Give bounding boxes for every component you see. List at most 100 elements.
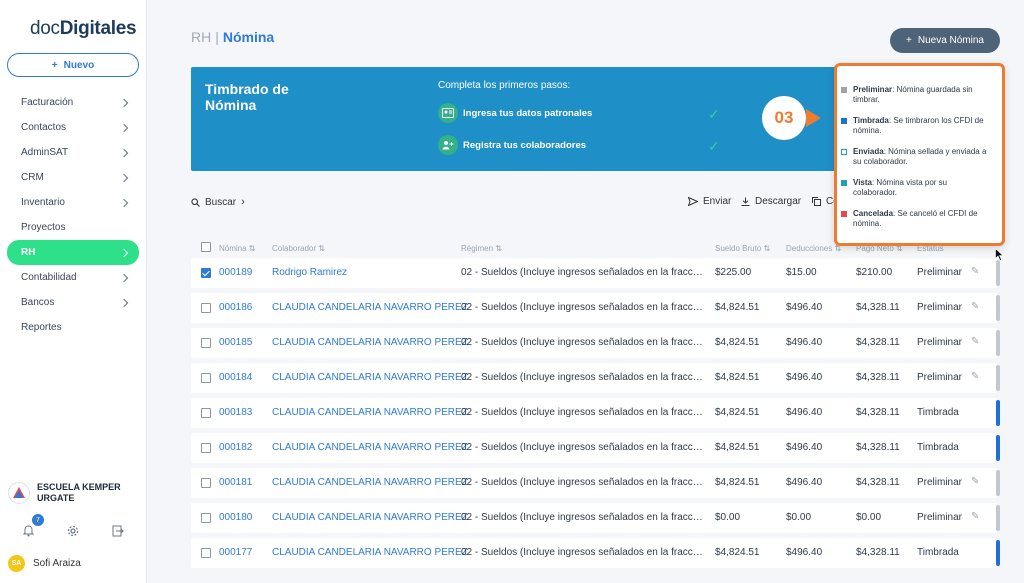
organization-switcher[interactable]: ESCUELA KEMPER URGATE <box>8 482 132 504</box>
breadcrumb-section[interactable]: RH <box>191 29 212 45</box>
employee-name-link[interactable]: CLAUDIA CANDELARIA NAVARRO PEREZ <box>272 372 468 383</box>
legend-vista: Vista: Nómina vista por su colaborador. <box>841 178 993 198</box>
row-checkbox[interactable] <box>201 338 211 348</box>
sidebar-item-reportes[interactable]: Reportes <box>21 322 62 333</box>
edit-icon[interactable]: ✎ <box>971 301 980 312</box>
row-checkbox[interactable] <box>201 548 211 558</box>
copy-button[interactable]: Co <box>812 196 839 207</box>
row-checkbox[interactable] <box>201 513 211 523</box>
regimen-cell: 02 - Sueldos (Incluye ingresos señalados… <box>461 407 705 418</box>
payroll-id-link[interactable]: 000181 <box>219 477 253 488</box>
employee-name-link[interactable]: CLAUDIA CANDELARIA NAVARRO PEREZ <box>272 477 468 488</box>
chevron-right-icon <box>119 98 129 107</box>
new-payroll-button[interactable]: + Nueva Nómina <box>890 28 1000 53</box>
legend-preliminar: Preliminar: Nómina guardada sin timbrar. <box>841 85 993 105</box>
sidebar-item-bancos[interactable]: Bancos <box>7 290 139 315</box>
new-button[interactable]: + Nuevo <box>7 53 139 77</box>
sidebar-item-adminsat[interactable]: AdminSAT <box>7 140 139 165</box>
id-card-icon <box>438 103 458 123</box>
status-cell: Timbrada <box>917 407 959 418</box>
column-header-pago-neto[interactable]: Pago Neto ⇅ <box>856 244 903 253</box>
table-row[interactable]: 000180 CLAUDIA CANDELARIA NAVARRO PEREZ 02… <box>191 503 1000 533</box>
download-button[interactable]: Descargar <box>741 196 801 207</box>
edit-icon[interactable]: ✎ <box>971 476 980 487</box>
sidebar-item-contactos[interactable]: Contactos <box>7 115 139 140</box>
employee-name-link[interactable]: CLAUDIA CANDELARIA NAVARRO PEREZ <box>272 407 468 418</box>
employee-name-link[interactable]: Rodrigo Ramirez <box>272 267 348 278</box>
sidebar-item-rh[interactable]: RH <box>7 240 139 265</box>
payroll-id-link[interactable]: 000186 <box>219 302 253 313</box>
tour-arrow <box>806 109 821 127</box>
payroll-id-link[interactable]: 000180 <box>219 512 253 523</box>
table-row[interactable]: 000181 CLAUDIA CANDELARIA NAVARRO PEREZ 02… <box>191 468 1000 498</box>
mouse-cursor-icon <box>995 247 1004 264</box>
table-header: Nómina ⇅ Colaborador ⇅ Régimen ⇅ Sueldo … <box>191 240 999 256</box>
row-checkbox[interactable] <box>201 303 211 313</box>
table-row[interactable]: 000182 CLAUDIA CANDELARIA NAVARRO PEREZ 02… <box>191 433 1000 463</box>
user-menu[interactable]: SA Sofi Araiza <box>8 555 81 572</box>
employee-name-link[interactable]: CLAUDIA CANDELARIA NAVARRO PEREZ <box>272 302 468 313</box>
column-header-colaborador[interactable]: Colaborador ⇅ <box>272 244 325 253</box>
table-row[interactable]: 000185 CLAUDIA CANDELARIA NAVARRO PEREZ 02… <box>191 328 1000 358</box>
employee-name-link[interactable]: CLAUDIA CANDELARIA NAVARRO PEREZ <box>272 337 468 348</box>
payroll-id-link[interactable]: 000185 <box>219 337 253 348</box>
row-checkbox[interactable] <box>201 478 211 488</box>
search-button[interactable]: Buscar › <box>191 196 245 208</box>
sidebar-item-crm[interactable]: CRM <box>7 165 139 190</box>
sidebar-item-proyectos[interactable]: Proyectos <box>21 222 66 233</box>
status-cell: Timbrada <box>917 442 959 453</box>
payroll-id-link[interactable]: 000183 <box>219 407 253 418</box>
gross-salary-cell: $4,824.51 <box>715 547 760 558</box>
row-checkbox[interactable] <box>201 373 211 383</box>
regimen-cell: 02 - Sueldos (Incluye ingresos señalados… <box>461 512 705 523</box>
sidebar-item-facturacion[interactable]: Facturación <box>7 90 139 115</box>
edit-icon[interactable]: ✎ <box>971 371 980 382</box>
legend-swatch <box>841 87 847 93</box>
chevron-right-icon <box>119 148 129 157</box>
payroll-id-link[interactable]: 000184 <box>219 372 253 383</box>
column-header-sueldo-bruto[interactable]: Sueldo Bruto ⇅ <box>715 244 771 253</box>
employee-name-link[interactable]: CLAUDIA CANDELARIA NAVARRO PEREZ <box>272 512 468 523</box>
bell-icon[interactable] <box>21 524 35 538</box>
logout-icon[interactable] <box>111 524 125 538</box>
net-pay-cell: $4,328.11 <box>856 372 900 383</box>
deductions-cell: $0.00 <box>786 512 812 523</box>
edit-icon[interactable]: ✎ <box>971 511 980 522</box>
column-header-nomina[interactable]: Nómina ⇅ <box>219 244 256 253</box>
status-stripe <box>996 365 1000 391</box>
edit-icon[interactable]: ✎ <box>971 336 980 347</box>
table-row[interactable]: 000183 CLAUDIA CANDELARIA NAVARRO PEREZ 02… <box>191 398 1000 428</box>
status-stripe <box>996 400 1000 426</box>
column-header-deducciones[interactable]: Deducciones ⇅ <box>786 244 842 253</box>
payroll-id-link[interactable]: 000182 <box>219 442 253 453</box>
table-row[interactable]: 000186 CLAUDIA CANDELARIA NAVARRO PEREZ 02… <box>191 293 1000 323</box>
step-employer-data[interactable]: Ingresa tus datos patronales <box>438 103 592 123</box>
status-stripe <box>996 470 1000 496</box>
row-checkbox[interactable] <box>201 408 211 418</box>
regimen-cell: 02 - Sueldos (Incluye ingresos señalados… <box>461 337 705 348</box>
select-all-checkbox[interactable] <box>201 242 211 252</box>
regimen-cell: 02 - Sueldos (Incluye ingresos señalados… <box>461 477 705 488</box>
employee-name-link[interactable]: CLAUDIA CANDELARIA NAVARRO PEREZ <box>272 442 468 453</box>
status-cell: Timbrada <box>917 547 959 558</box>
table-row[interactable]: 000189 Rodrigo Ramirez 02 - Sueldos (Inclu… <box>191 258 1000 288</box>
sidebar-item-inventario[interactable]: Inventario <box>7 190 139 215</box>
payroll-id-link[interactable]: 000189 <box>219 267 253 278</box>
row-checkbox[interactable] <box>201 268 211 278</box>
table-row[interactable]: 000177 CLAUDIA CANDELARIA NAVARRO PEREZ 02… <box>191 538 1000 568</box>
app-logo[interactable]: docDigitales <box>30 18 137 39</box>
row-checkbox[interactable] <box>201 443 211 453</box>
sidebar-item-contabilidad[interactable]: Contabilidad <box>7 265 139 290</box>
employee-name-link[interactable]: CLAUDIA CANDELARIA NAVARRO PEREZ <box>272 547 468 558</box>
edit-icon[interactable]: ✎ <box>971 266 980 277</box>
gear-icon[interactable] <box>66 524 80 538</box>
column-header-estatus[interactable]: Estatus <box>917 244 944 253</box>
send-button[interactable]: Enviar <box>688 196 731 207</box>
regimen-cell: 02 - Sueldos (Incluye ingresos señalados… <box>461 267 705 278</box>
column-header-regimen[interactable]: Régimen ⇅ <box>461 244 502 253</box>
step-register-employees[interactable]: Registra tus colaboradores <box>438 135 586 155</box>
table-row[interactable]: 000184 CLAUDIA CANDELARIA NAVARRO PEREZ 02… <box>191 363 1000 393</box>
regimen-cell: 02 - Sueldos (Incluye ingresos señalados… <box>461 442 705 453</box>
deductions-cell: $496.40 <box>786 407 823 418</box>
payroll-id-link[interactable]: 000177 <box>219 547 253 558</box>
